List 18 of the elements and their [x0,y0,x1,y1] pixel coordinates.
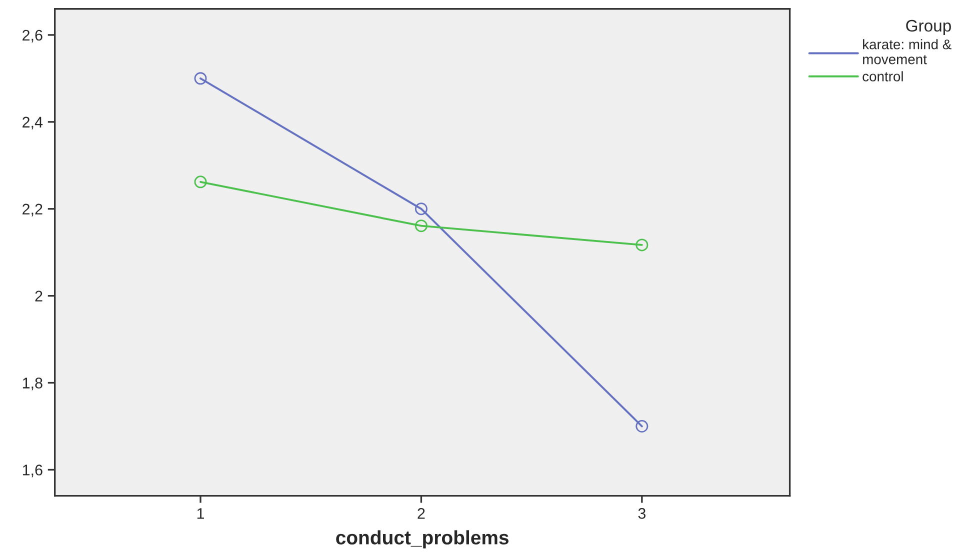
legend-title: Group [906,20,951,35]
point [194,72,207,85]
point [636,420,648,433]
x-tick-label: 2 [418,508,425,519]
y-tick-label: 2,4 [22,116,43,130]
point [414,220,428,232]
x-tick-label: 1 [197,508,204,519]
y-tick-label: 2 [35,290,42,302]
x-tick-label: 3 [638,508,646,519]
point [194,176,207,188]
y-tick-label: 2,6 [22,30,42,42]
x-axis-title: conduct_problems [336,530,508,548]
y-tick-label: 1,6 [22,464,42,478]
y-tick-label: 2,2 [22,204,42,216]
point [636,238,648,252]
y-tick-label: 1,8 [22,378,42,390]
point [414,202,428,216]
legend-label: control [862,71,903,82]
